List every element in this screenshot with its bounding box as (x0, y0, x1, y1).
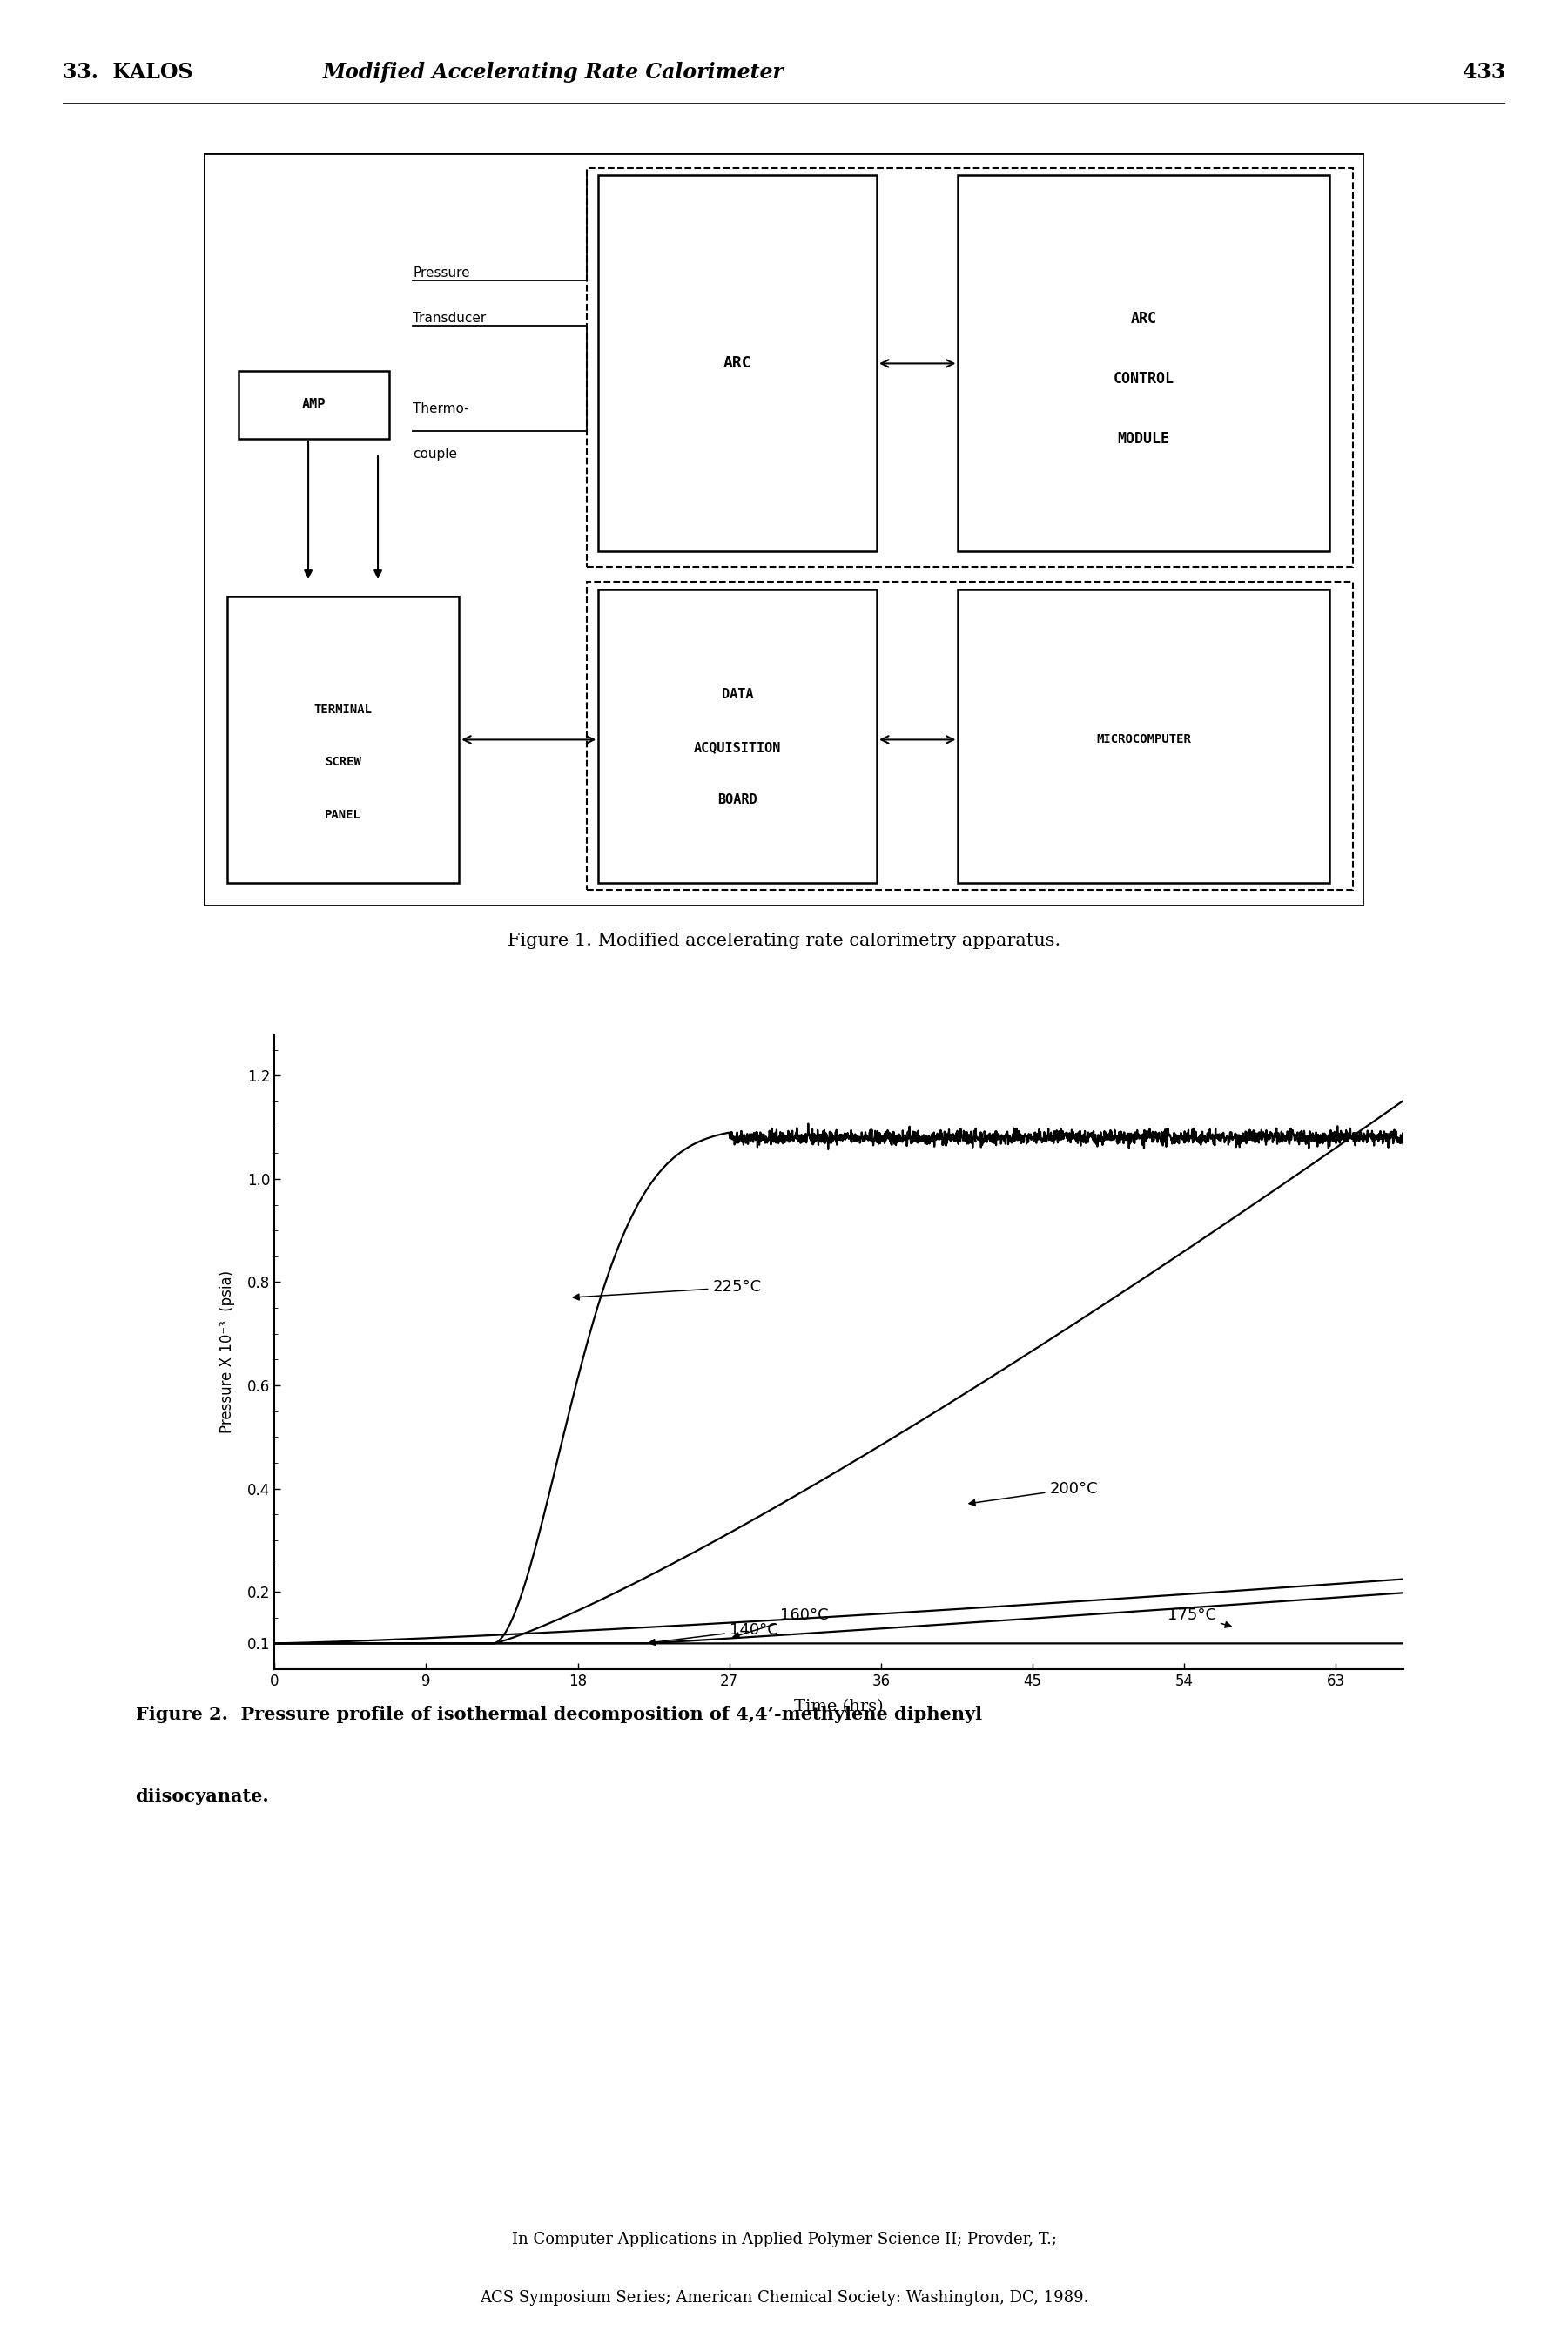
Bar (599, 590, 877, 882)
Text: PANEL: PANEL (325, 809, 361, 820)
Text: 160°C: 160°C (734, 1608, 828, 1639)
Text: 140°C: 140°C (649, 1622, 778, 1646)
Text: 225°C: 225°C (574, 1279, 762, 1300)
Text: SCREW: SCREW (325, 757, 361, 769)
Text: ARC: ARC (723, 355, 751, 371)
Text: TERMINAL: TERMINAL (314, 703, 372, 715)
Text: Thermo-: Thermo- (412, 402, 469, 416)
Text: MICROCOMPUTER: MICROCOMPUTER (1096, 734, 1192, 745)
Text: AMP: AMP (303, 397, 326, 411)
Bar (958, 590, 1330, 882)
Bar (958, 176, 1330, 552)
Text: DATA: DATA (721, 689, 754, 701)
Text: CONTROL: CONTROL (1113, 371, 1174, 386)
Text: Figure 2.  Pressure profile of isothermal decomposition of 4,4’-methylene diphen: Figure 2. Pressure profile of isothermal… (135, 1707, 982, 1723)
Text: ACQUISITION: ACQUISITION (695, 741, 781, 755)
Text: ACS Symposium Series; American Chemical Society: Washington, DC, 1989.: ACS Symposium Series; American Chemical … (480, 2290, 1088, 2306)
Text: BOARD: BOARD (718, 792, 757, 806)
Text: Modified Accelerating Rate Calorimeter: Modified Accelerating Rate Calorimeter (323, 61, 784, 82)
Bar (599, 176, 877, 552)
Text: 33.  KALOS: 33. KALOS (63, 61, 193, 82)
Bar (227, 597, 459, 882)
Bar (586, 167, 1353, 567)
Bar (238, 371, 389, 440)
Text: couple: couple (412, 447, 458, 461)
Text: ARC: ARC (1131, 310, 1157, 327)
Text: In Computer Applications in Applied Polymer Science II; Provder, T.;: In Computer Applications in Applied Poly… (511, 2231, 1057, 2248)
Text: Transducer: Transducer (412, 313, 486, 324)
Y-axis label: Pressure X 10⁻³  (psia): Pressure X 10⁻³ (psia) (220, 1270, 235, 1434)
Text: Pressure: Pressure (412, 266, 470, 280)
Text: Figure 1. Modified accelerating rate calorimetry apparatus.: Figure 1. Modified accelerating rate cal… (508, 931, 1060, 950)
X-axis label: Time (hrs): Time (hrs) (795, 1700, 883, 1714)
Text: MODULE: MODULE (1118, 430, 1170, 447)
Text: 433: 433 (1463, 61, 1505, 82)
Text: 175°C: 175°C (1168, 1608, 1231, 1627)
Text: 200°C: 200°C (969, 1481, 1098, 1505)
Text: diisocyanate.: diisocyanate. (135, 1787, 270, 1806)
Bar (586, 581, 1353, 891)
